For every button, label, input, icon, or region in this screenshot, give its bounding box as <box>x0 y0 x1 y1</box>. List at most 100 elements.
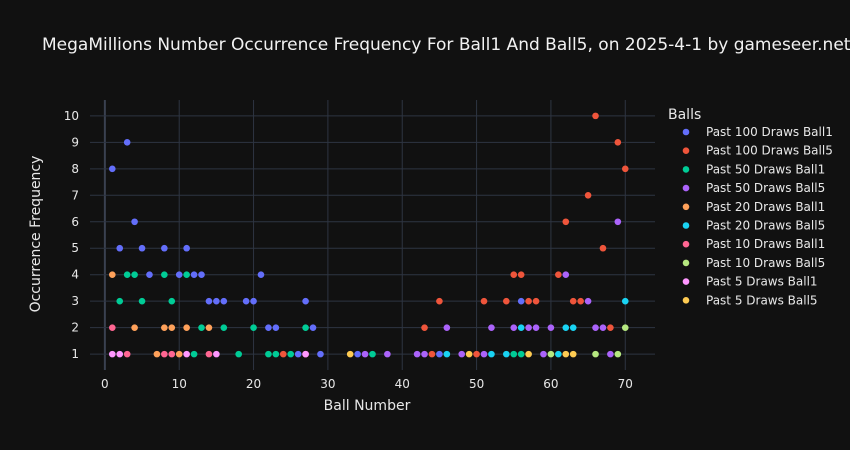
data-point <box>532 297 540 305</box>
data-point <box>302 297 309 305</box>
legend-item[interactable]: Past 20 Draws Ball1 <box>682 200 826 214</box>
data-point <box>584 191 592 199</box>
legend-item[interactable]: Past 5 Draws Ball1 <box>682 275 818 289</box>
data-point <box>592 112 599 120</box>
y-axis-title: Occurrence Frequency <box>28 156 44 313</box>
series-3 <box>361 218 622 358</box>
data-point <box>569 350 577 358</box>
legend-items[interactable]: Past 100 Draws Ball1 Past 100 Draws Ball5… <box>682 125 833 307</box>
series-5 <box>443 297 629 358</box>
data-point <box>547 350 555 358</box>
y-tick-label: 8 <box>71 162 79 176</box>
data-point <box>436 350 443 358</box>
data-point <box>510 271 518 279</box>
x-tick-label: 20 <box>246 377 261 391</box>
data-point <box>443 324 451 331</box>
data-point <box>287 350 295 358</box>
data-point <box>555 271 562 279</box>
legend-item[interactable]: Past 10 Draws Ball1 <box>682 237 826 251</box>
data-point <box>116 350 124 358</box>
data-point <box>205 324 213 331</box>
series-8 <box>109 350 309 358</box>
data-point <box>250 324 257 331</box>
data-point <box>175 350 183 358</box>
data-point <box>161 324 168 331</box>
data-point <box>138 297 146 305</box>
data-point <box>183 271 190 279</box>
data-point <box>161 244 168 252</box>
data-point <box>503 350 510 358</box>
data-point <box>480 297 488 305</box>
data-point <box>272 324 280 331</box>
data-point <box>562 350 570 358</box>
data-point <box>517 350 525 358</box>
data-point <box>361 350 369 358</box>
legend-label: Past 20 Draws Ball1 <box>706 200 825 214</box>
y-tick-label: 3 <box>71 294 79 308</box>
data-point <box>272 350 280 358</box>
data-point <box>279 350 287 358</box>
legend-item[interactable]: Past 100 Draws Ball5 <box>682 144 833 158</box>
legend-label: Past 5 Draws Ball5 <box>706 293 818 307</box>
data-point <box>131 271 138 279</box>
data-point <box>503 297 510 305</box>
legend-marker <box>682 147 690 154</box>
x-tick-label: 50 <box>469 377 484 391</box>
legend-item[interactable]: Past 50 Draws Ball5 <box>682 181 826 195</box>
data-point <box>584 297 592 305</box>
legend-marker <box>682 297 690 304</box>
legend-item[interactable]: Past 50 Draws Ball1 <box>682 162 826 176</box>
legend-label: Past 100 Draws Ball5 <box>706 144 833 158</box>
legend-item[interactable]: Past 100 Draws Ball1 <box>682 125 833 139</box>
y-tick-label: 6 <box>71 215 79 229</box>
series-4 <box>109 271 213 358</box>
data-point <box>190 350 198 358</box>
data-point <box>488 324 495 331</box>
data-point <box>592 324 599 331</box>
data-point <box>302 324 309 331</box>
data-point <box>577 297 584 305</box>
data-point <box>220 297 228 305</box>
data-point <box>242 297 250 305</box>
data-point <box>190 271 198 279</box>
data-point <box>138 244 146 252</box>
x-tick-label: 60 <box>543 377 558 391</box>
data-point <box>116 244 124 252</box>
legend-marker <box>682 166 690 173</box>
data-point <box>213 350 220 358</box>
data-point <box>168 297 176 305</box>
data-point <box>517 271 525 279</box>
data-point <box>213 297 220 305</box>
data-point <box>525 324 532 331</box>
legend-label: Past 20 Draws Ball5 <box>706 219 825 233</box>
legend-item[interactable]: Past 5 Draws Ball5 <box>682 293 818 307</box>
legend-marker <box>682 128 690 136</box>
data-point <box>465 350 473 358</box>
data-point <box>592 350 599 358</box>
data-point <box>205 297 213 305</box>
data-point <box>488 350 495 358</box>
legend-item[interactable]: Past 20 Draws Ball5 <box>682 219 826 233</box>
data-point <box>235 350 242 358</box>
legend-label: Past 100 Draws Ball1 <box>706 125 833 139</box>
x-tick-label: 10 <box>172 377 187 391</box>
data-point <box>607 350 614 358</box>
y-tick-label: 7 <box>71 188 79 202</box>
data-point <box>443 350 451 358</box>
data-point <box>517 297 525 305</box>
legend-item[interactable]: Past 10 Draws Ball5 <box>682 256 826 270</box>
data-point <box>621 324 629 331</box>
data-point <box>532 324 540 331</box>
data-point <box>614 350 622 358</box>
data-point <box>354 350 361 358</box>
data-point <box>421 324 428 331</box>
y-tick-label: 10 <box>64 109 79 123</box>
data-point <box>123 271 131 279</box>
data-point <box>109 165 116 173</box>
data-point <box>428 350 436 358</box>
data-point <box>257 271 265 279</box>
data-point <box>421 350 428 358</box>
data-point <box>109 324 116 331</box>
